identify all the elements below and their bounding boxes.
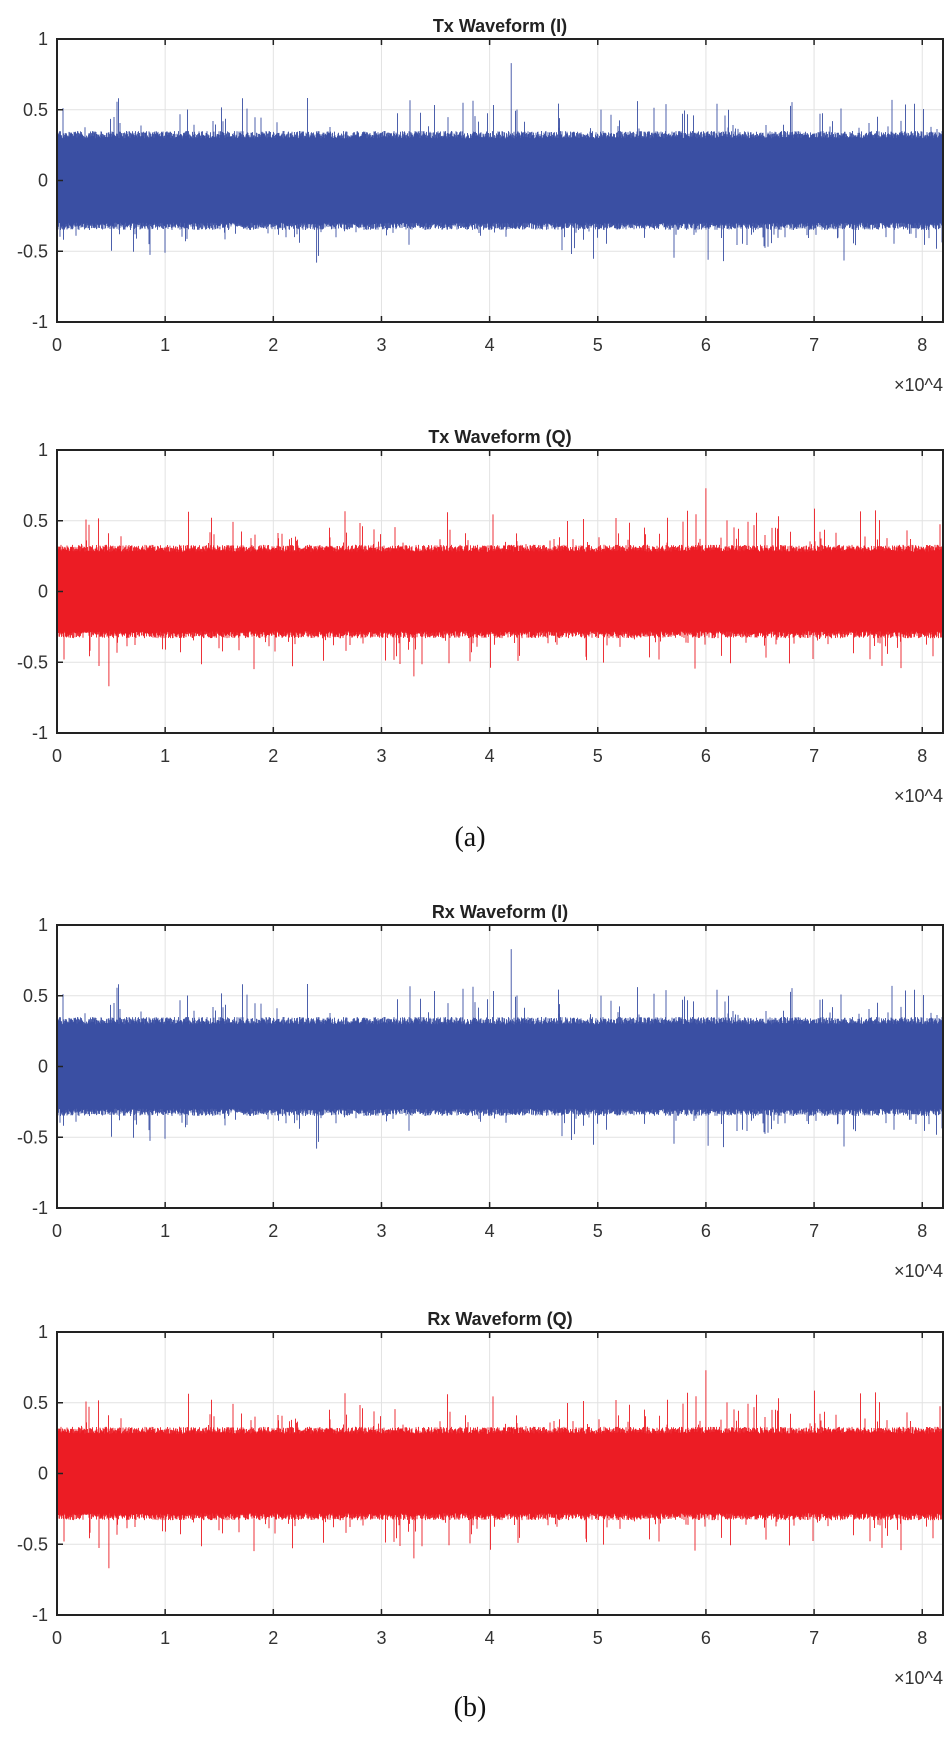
y-tick-label: 0.5 xyxy=(23,100,48,120)
x-exponent-label: ×10^4 xyxy=(894,1261,943,1281)
y-tick-label: 1 xyxy=(38,1322,48,1342)
x-exponent-label: ×10^4 xyxy=(894,1668,943,1688)
waveform-line xyxy=(57,63,943,263)
y-tick-label: 0.5 xyxy=(23,1393,48,1413)
subplot-title: Tx Waveform (Q) xyxy=(428,427,571,447)
x-tick-label: 4 xyxy=(485,335,495,355)
y-tick-label: 1 xyxy=(38,915,48,935)
x-tick-label: 8 xyxy=(917,746,927,766)
y-tick-label: -1 xyxy=(32,1198,48,1218)
y-tick-label: -1 xyxy=(32,723,48,743)
x-tick-label: 1 xyxy=(160,335,170,355)
y-tick-label: 0.5 xyxy=(23,986,48,1006)
waveform-line xyxy=(57,1370,943,1569)
y-tick-label: 0 xyxy=(38,582,48,602)
waveform-line xyxy=(57,949,943,1149)
x-tick-label: 7 xyxy=(809,335,819,355)
x-tick-label: 5 xyxy=(593,746,603,766)
caption-a: (a) xyxy=(454,822,485,853)
subplot-title: Rx Waveform (I) xyxy=(432,902,568,922)
y-tick-label: -1 xyxy=(32,312,48,332)
y-tick-label: -0.5 xyxy=(17,1534,48,1554)
x-tick-label: 8 xyxy=(917,335,927,355)
x-tick-label: 5 xyxy=(593,1221,603,1241)
x-tick-label: 5 xyxy=(593,1628,603,1648)
y-tick-label: 0.5 xyxy=(23,511,48,531)
subplot-4: 0 1 2 3 4 5 6 7 8 1 0.5 0 -0.5 -1 ×10^4 Rx Waveform (Q) xyxy=(17,1309,944,1688)
x-tick-label: 0 xyxy=(52,1221,62,1241)
x-tick-label: 6 xyxy=(701,746,711,766)
x-tick-label: 6 xyxy=(701,1628,711,1648)
y-tick-label: 0 xyxy=(38,1057,48,1077)
subplot-3: 0 1 2 3 4 5 6 7 8 1 0.5 0 -0.5 -1 ×10^4 Rx Waveform (I) xyxy=(17,902,944,1281)
x-tick-label: 1 xyxy=(160,1628,170,1648)
x-tick-label: 2 xyxy=(268,1221,278,1241)
subplot-1: 0 1 2 3 4 5 6 7 8 1 0.5 0 -0.5 -1 ×10^4 Tx Waveform (I) xyxy=(17,16,944,395)
x-exponent-label: ×10^4 xyxy=(894,375,943,395)
x-tick-label: 7 xyxy=(809,746,819,766)
x-tick-label: 3 xyxy=(376,1628,386,1648)
x-tick-label: 0 xyxy=(52,1628,62,1648)
y-tick-label: 0 xyxy=(38,1464,48,1484)
x-exponent-label: ×10^4 xyxy=(894,786,943,806)
x-tick-label: 6 xyxy=(701,1221,711,1241)
y-tick-label: 1 xyxy=(38,29,48,49)
x-tick-label: 2 xyxy=(268,335,278,355)
subplot-title: Rx Waveform (Q) xyxy=(427,1309,572,1329)
y-tick-label: -0.5 xyxy=(17,241,48,261)
x-tick-label: 0 xyxy=(52,746,62,766)
x-tick-label: 8 xyxy=(917,1628,927,1648)
x-tick-label: 3 xyxy=(376,746,386,766)
x-tick-label: 0 xyxy=(52,335,62,355)
x-tick-label: 4 xyxy=(485,746,495,766)
y-tick-label: -0.5 xyxy=(17,1127,48,1147)
x-tick-label: 1 xyxy=(160,746,170,766)
y-tick-label: -1 xyxy=(32,1605,48,1625)
x-tick-label: 7 xyxy=(809,1628,819,1648)
subplot-title: Tx Waveform (I) xyxy=(433,16,567,36)
x-tick-label: 1 xyxy=(160,1221,170,1241)
x-tick-label: 4 xyxy=(485,1221,495,1241)
x-tick-label: 8 xyxy=(917,1221,927,1241)
x-tick-label: 2 xyxy=(268,746,278,766)
x-tick-label: 2 xyxy=(268,1628,278,1648)
caption-b: (b) xyxy=(454,1692,487,1723)
waveform-line xyxy=(57,488,943,687)
x-tick-label: 3 xyxy=(376,335,386,355)
y-tick-label: -0.5 xyxy=(17,652,48,672)
x-tick-label: 7 xyxy=(809,1221,819,1241)
y-tick-label: 1 xyxy=(38,440,48,460)
subplot-2: 0 1 2 3 4 5 6 7 8 1 0.5 0 -0.5 -1 ×10^4 Tx Waveform (Q) xyxy=(17,427,944,806)
x-tick-label: 6 xyxy=(701,335,711,355)
x-tick-label: 4 xyxy=(485,1628,495,1648)
x-tick-label: 3 xyxy=(376,1221,386,1241)
x-tick-label: 5 xyxy=(593,335,603,355)
y-tick-label: 0 xyxy=(38,171,48,191)
